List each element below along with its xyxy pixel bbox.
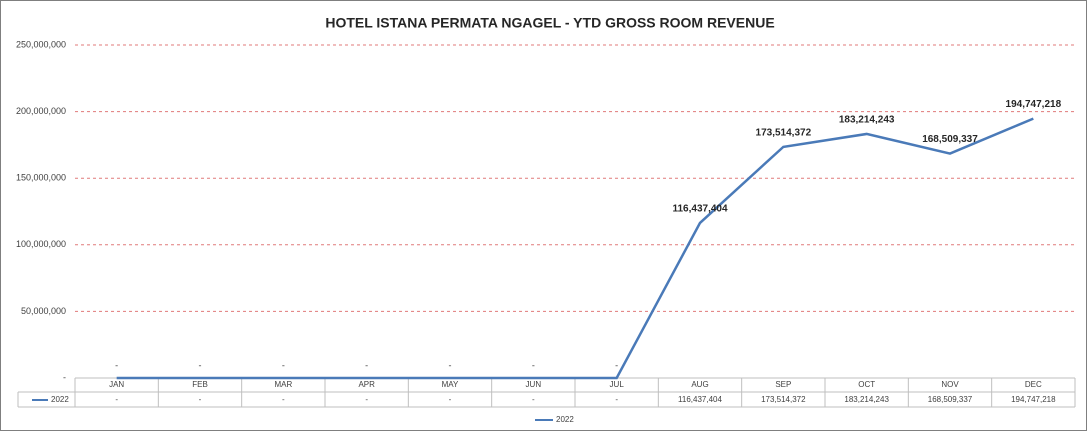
table-value: 116,437,404 <box>678 395 722 404</box>
y-tick-label: 50,000,000 <box>21 306 66 316</box>
x-tick-label: JUL <box>610 380 625 389</box>
legend-label: 2022 <box>556 415 574 424</box>
data-label: - <box>282 360 285 370</box>
x-tick-label: MAY <box>442 380 459 389</box>
y-tick-label: 200,000,000 <box>16 106 66 116</box>
x-tick-label: APR <box>358 380 375 389</box>
data-label: 183,214,243 <box>839 115 895 126</box>
table-value: 194,747,218 <box>1011 395 1056 404</box>
x-tick-label: JAN <box>109 380 124 389</box>
table-value: - <box>615 395 618 404</box>
y-tick-label: - <box>63 372 66 382</box>
data-label: - <box>449 360 452 370</box>
data-label: - <box>615 360 618 370</box>
table-series-name: 2022 <box>51 395 69 404</box>
x-tick-label: FEB <box>192 380 208 389</box>
data-label: 116,437,404 <box>672 204 727 215</box>
data-label: 173,514,372 <box>756 128 812 139</box>
x-tick-label: AUG <box>691 380 708 389</box>
table-value: - <box>199 395 202 404</box>
y-tick-label: 100,000,000 <box>16 239 66 249</box>
x-tick-label: SEP <box>775 380 791 389</box>
data-label: - <box>115 360 118 370</box>
y-tick-label: 150,000,000 <box>16 173 66 183</box>
table-value: - <box>532 395 535 404</box>
series-line <box>116 117 1034 380</box>
x-tick-label: DEC <box>1025 380 1042 389</box>
x-tick-label: NOV <box>941 380 959 389</box>
table-value: - <box>365 395 368 404</box>
table-value: - <box>115 395 118 404</box>
table-value: - <box>282 395 285 404</box>
data-label: 194,747,218 <box>1006 99 1062 110</box>
x-tick-label: OCT <box>858 380 875 389</box>
data-label: 168,509,337 <box>922 134 978 145</box>
x-tick-label: MAR <box>274 380 292 389</box>
table-value: - <box>449 395 452 404</box>
table-value: 173,514,372 <box>761 395 806 404</box>
table-value: 183,214,243 <box>844 395 889 404</box>
data-label: - <box>532 360 535 370</box>
table-value: 168,509,337 <box>928 395 973 404</box>
data-label: - <box>365 360 368 370</box>
data-label: - <box>199 360 202 370</box>
x-tick-label: JUN <box>526 380 542 389</box>
y-tick-label: 250,000,000 <box>16 39 66 49</box>
chart-title: HOTEL ISTANA PERMATA NGAGEL - YTD GROSS … <box>325 15 774 31</box>
